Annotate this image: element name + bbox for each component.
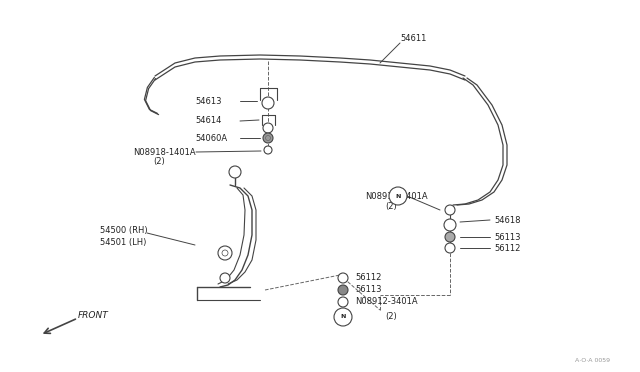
Text: N08912-3401A: N08912-3401A — [355, 298, 418, 307]
Circle shape — [263, 123, 273, 133]
Circle shape — [264, 146, 272, 154]
Text: 54501 (LH): 54501 (LH) — [100, 237, 147, 247]
Text: 54611: 54611 — [400, 33, 426, 42]
Circle shape — [334, 308, 352, 326]
Circle shape — [229, 166, 241, 178]
Text: 54500 (RH): 54500 (RH) — [100, 225, 148, 234]
Circle shape — [263, 133, 273, 143]
Circle shape — [389, 187, 407, 205]
Text: A·O·A 0059: A·O·A 0059 — [575, 357, 610, 362]
Text: 54614: 54614 — [195, 115, 221, 125]
Circle shape — [222, 250, 228, 256]
Text: N: N — [340, 314, 346, 320]
Text: 54613: 54613 — [195, 96, 221, 106]
Circle shape — [445, 205, 455, 215]
Text: 54060A: 54060A — [195, 134, 227, 142]
Circle shape — [266, 135, 271, 141]
Text: 56112: 56112 — [494, 244, 520, 253]
Circle shape — [445, 243, 455, 253]
Circle shape — [445, 232, 455, 242]
Circle shape — [338, 297, 348, 307]
Text: (2): (2) — [385, 312, 397, 321]
Circle shape — [338, 285, 348, 295]
Circle shape — [338, 273, 348, 283]
Text: 56113: 56113 — [355, 285, 381, 295]
Text: 56113: 56113 — [494, 232, 520, 241]
Text: 56112: 56112 — [355, 273, 381, 282]
Text: (2): (2) — [385, 202, 397, 211]
Text: N: N — [396, 193, 401, 199]
Text: 54618: 54618 — [494, 215, 520, 224]
Text: FRONT: FRONT — [78, 311, 109, 320]
Circle shape — [218, 246, 232, 260]
Text: N08918-1401A: N08918-1401A — [133, 148, 196, 157]
Circle shape — [444, 219, 456, 231]
Text: N08912-3401A: N08912-3401A — [365, 192, 428, 201]
Circle shape — [220, 273, 230, 283]
Text: (2): (2) — [153, 157, 164, 166]
Circle shape — [262, 97, 274, 109]
